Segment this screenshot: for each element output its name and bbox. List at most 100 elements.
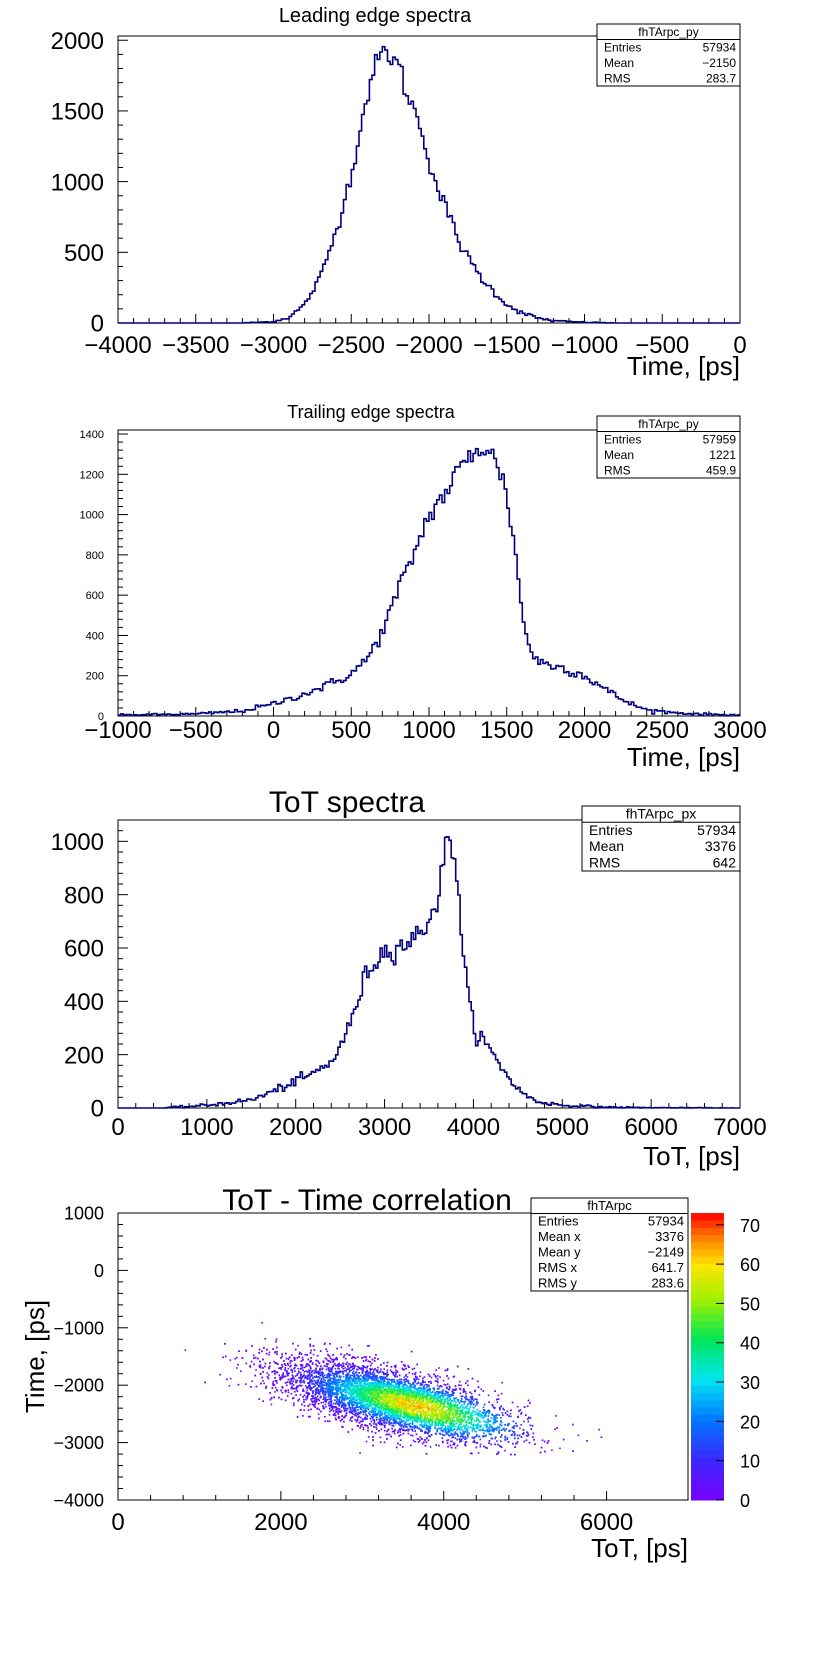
heatmap-cell: [305, 1387, 308, 1390]
heatmap-cell: [504, 1449, 506, 1452]
heatmap-cell: [328, 1382, 331, 1384]
heatmap-cell: [458, 1429, 461, 1431]
heatmap-cell: [385, 1385, 388, 1388]
heatmap-cell: [354, 1409, 357, 1411]
heatmap-cell: [325, 1363, 328, 1365]
heatmap-cell: [324, 1382, 326, 1384]
x-tick-label: 0: [111, 1509, 124, 1536]
x-tick-label: −500: [635, 332, 689, 359]
y-tick-label: 1400: [80, 429, 104, 441]
heatmap-cell: [440, 1403, 442, 1405]
heatmap-cell: [392, 1392, 395, 1395]
heatmap-cell: [291, 1360, 293, 1362]
heatmap-cell: [429, 1410, 431, 1412]
heatmap-cell: [448, 1405, 450, 1407]
heatmap-cell: [480, 1417, 483, 1419]
heatmap-cell: [384, 1418, 386, 1420]
heatmap-cell: [380, 1414, 382, 1417]
x-tick-label: −2000: [395, 332, 462, 359]
heatmap-cell: [309, 1365, 311, 1368]
heatmap-cell: [338, 1363, 340, 1365]
heatmap-cell: [386, 1390, 389, 1393]
x-tick-label: −1000: [84, 717, 151, 744]
heatmap-cell: [450, 1395, 452, 1397]
stats-value: 57934: [697, 822, 736, 838]
heatmap-cell: [445, 1387, 448, 1390]
heatmap-cell: [423, 1376, 426, 1378]
heatmap-cell: [363, 1401, 366, 1403]
heatmap-cell: [306, 1362, 308, 1365]
x-tick-label: 0: [111, 1114, 124, 1141]
heatmap-cell: [406, 1400, 409, 1403]
stats-value: 642: [713, 854, 737, 870]
x-tick-label: 6000: [580, 1509, 633, 1536]
heatmap-cell: [332, 1364, 335, 1366]
x-tick-label: 2500: [636, 717, 689, 744]
heatmap-cell: [272, 1381, 274, 1383]
heatmap-cell: [487, 1419, 489, 1422]
heatmap-cell: [338, 1362, 340, 1365]
heatmap-cell: [451, 1424, 453, 1427]
heatmap-cell: [348, 1363, 350, 1365]
heatmap-cell: [419, 1430, 422, 1432]
heatmap-cell: [462, 1437, 464, 1439]
heatmap-cell: [251, 1380, 253, 1383]
heatmap-cell: [368, 1412, 370, 1415]
heatmap-cell: [328, 1367, 331, 1369]
heatmap-cell: [268, 1351, 271, 1354]
heatmap-cell: [460, 1384, 462, 1387]
y-tick-label: 0: [98, 711, 104, 723]
y-tick-label: 800: [64, 882, 104, 909]
heatmap-cell: [365, 1414, 368, 1417]
heatmap-cell: [493, 1415, 495, 1418]
x-tick-label: 4000: [447, 1114, 500, 1141]
heatmap-cell: [405, 1373, 408, 1376]
x-axis-label: ToT, [ps]: [591, 1533, 688, 1563]
heatmap-cell: [479, 1445, 482, 1448]
heatmap-cell: [344, 1367, 346, 1369]
heatmap-cell: [303, 1371, 306, 1373]
heatmap-cell: [278, 1374, 281, 1376]
heatmap-cell: [471, 1412, 474, 1414]
heatmap-cell: [448, 1416, 450, 1418]
heatmap-cell: [352, 1370, 355, 1372]
heatmap-cell: [326, 1365, 328, 1368]
heatmap-cell: [383, 1385, 385, 1388]
heatmap-cell: [527, 1434, 530, 1436]
heatmap-cell: [234, 1357, 236, 1360]
y-tick-label: 800: [86, 550, 104, 562]
x-tick-label: 2000: [254, 1509, 307, 1536]
heatmap-cell: [404, 1417, 406, 1420]
heatmap-cell: [436, 1415, 438, 1417]
heatmap-cell: [477, 1418, 480, 1420]
heatmap-cell: [383, 1416, 386, 1418]
heatmap-cell: [438, 1396, 441, 1398]
y-tick-label: 1500: [51, 99, 104, 126]
heatmap-cell: [313, 1399, 316, 1402]
histogram-line: [118, 45, 740, 324]
stats-label: Mean: [604, 448, 634, 462]
heatmap-cell: [291, 1385, 293, 1388]
heatmap-cell: [310, 1381, 312, 1384]
heatmap-cell: [496, 1429, 498, 1431]
y-tick-label: 1000: [64, 1203, 104, 1223]
heatmap-cell: [347, 1403, 349, 1405]
heatmap-cell: [436, 1407, 439, 1409]
heatmap-cell: [320, 1387, 323, 1390]
heatmap-cell: [228, 1385, 231, 1387]
heatmap-cell: [412, 1390, 415, 1392]
heatmap-cell: [438, 1427, 441, 1430]
heatmap-cell: [357, 1356, 359, 1358]
heatmap-cell: [385, 1398, 387, 1400]
heatmap-cell: [306, 1389, 309, 1392]
heatmap-cell: [301, 1384, 303, 1387]
heatmap-cell: [376, 1400, 379, 1402]
heatmap-cell: [184, 1349, 187, 1351]
x-tick-label: 1500: [480, 717, 533, 744]
heatmap-cell: [427, 1439, 430, 1442]
heatmap-cell: [453, 1423, 456, 1426]
heatmap-cell: [347, 1387, 349, 1389]
heatmap-cell: [451, 1440, 453, 1443]
